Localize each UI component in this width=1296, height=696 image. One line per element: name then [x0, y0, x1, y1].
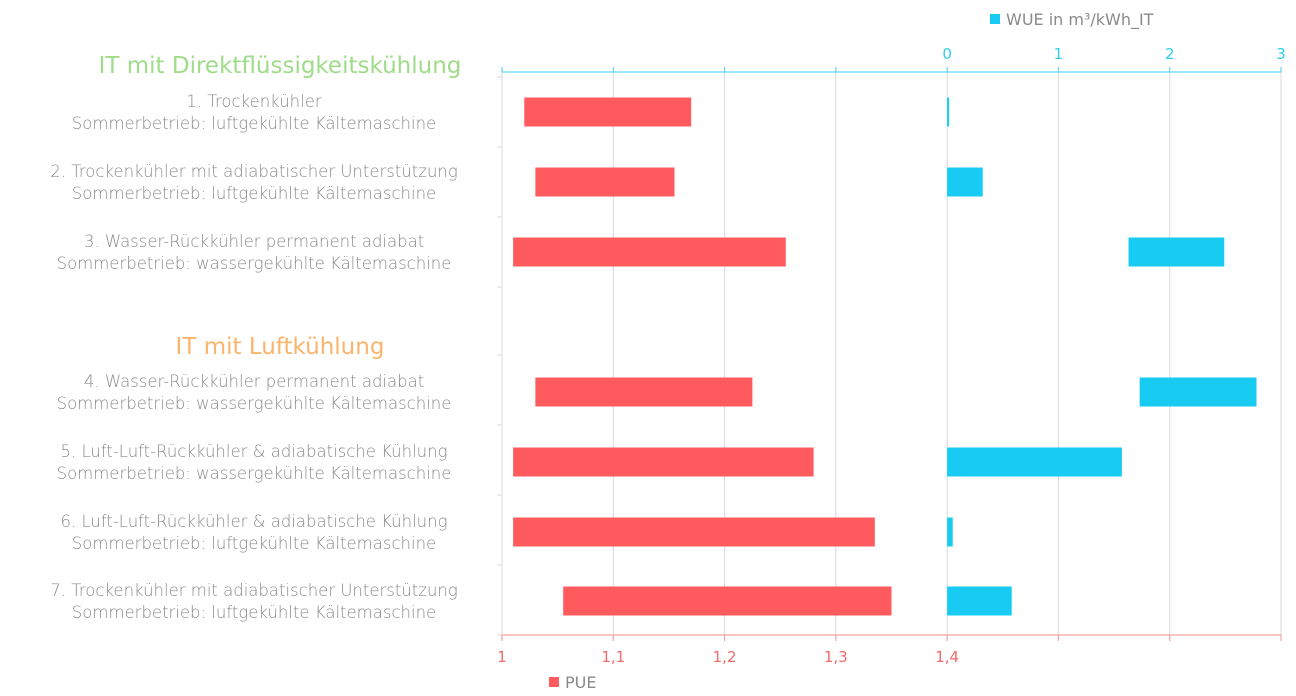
category-labels: IT mit Direktflüssigkeitskühlung IT mit L… [50, 53, 461, 622]
wue-tick-label: 1 [1054, 45, 1064, 63]
category-label: 7. Trockenkühler mit adiabatischer Unter… [50, 581, 458, 622]
pue-tick-label: 1,2 [713, 648, 737, 666]
legend-wue-swatch [990, 14, 1000, 24]
pue-bar [513, 517, 875, 547]
category-label: 2. Trockenkühler mit adiabatischer Unter… [50, 162, 458, 203]
category-label-line1: 4. Wasser-Rückkühler permanent adiabat [84, 372, 424, 391]
legend: WUE in m³/kWh_IT PUE [549, 10, 1154, 692]
gridlines [612, 72, 1282, 635]
group-label: IT mit Luftkühlung [176, 334, 385, 360]
category-label-line1: 5. Luft-Luft-Rückkühler & adiabatische K… [61, 442, 448, 461]
wue-bar [1128, 237, 1225, 267]
wue-bar [947, 586, 1012, 616]
legend-wue-label: WUE in m³/kWh_IT [1006, 10, 1154, 30]
category-label: 1. Trockenkühler Sommerbetrieb: luftgeküh… [72, 92, 436, 133]
wue-bar [947, 447, 1122, 477]
category-label: 5. Luft-Luft-Rückkühler & adiabatische K… [57, 442, 452, 483]
wue-bar [947, 97, 950, 127]
category-label: 6. Luft-Luft-Rückkühler & adiabatische K… [61, 512, 448, 553]
category-label-line2: Sommerbetrieb: wassergekühlte Kältemasch… [57, 464, 452, 483]
category-label-line1: 7. Trockenkühler mit adiabatischer Unter… [50, 581, 458, 600]
wue-bar [947, 517, 953, 547]
category-label-line2: Sommerbetrieb: luftgekühlte Kältemaschin… [72, 534, 436, 553]
wue-tick-label: 2 [1165, 45, 1175, 63]
category-label-line2: Sommerbetrieb: luftgekühlte Kältemaschin… [72, 114, 436, 133]
pue-tick-label: 1,3 [824, 648, 848, 666]
category-label-line1: 6. Luft-Luft-Rückkühler & adiabatische K… [61, 512, 448, 531]
bars [513, 97, 1257, 616]
wue-bar [1139, 377, 1257, 407]
wue-tick-label: 3 [1276, 45, 1286, 63]
wue-bar [947, 167, 983, 197]
category-label: 3. Wasser-Rückkühler permanent adiabat So… [57, 232, 452, 273]
pue-bar [524, 97, 692, 127]
pue-bar [513, 237, 786, 267]
pue-bar [563, 586, 892, 616]
category-label-line2: Sommerbetrieb: wassergekühlte Kältemasch… [57, 394, 452, 413]
category-label-line1: 3. Wasser-Rückkühler permanent adiabat [84, 232, 424, 251]
axes: 1 1,1 1,2 1,3 1,4 0 1 2 3 [497, 45, 1286, 666]
pue-bar [535, 167, 675, 197]
category-label-line2: Sommerbetrieb: luftgekühlte Kältemaschin… [72, 603, 436, 622]
legend-pue-label: PUE [565, 673, 596, 692]
pue-tick-label: 1 [497, 648, 507, 666]
pue-bar [513, 447, 814, 477]
category-label-line1: 2. Trockenkühler mit adiabatischer Unter… [50, 162, 458, 181]
group-label: IT mit Direktflüssigkeitskühlung [99, 53, 462, 79]
category-label-line1: 1. Trockenkühler [186, 92, 322, 111]
pue-bar [535, 377, 753, 407]
category-label-line2: Sommerbetrieb: luftgekühlte Kältemaschin… [72, 184, 436, 203]
pue-tick-label: 1,1 [601, 648, 625, 666]
category-label-line2: Sommerbetrieb: wassergekühlte Kältemasch… [57, 254, 452, 273]
pue-tick-label: 1,4 [935, 648, 959, 666]
legend-pue-swatch [549, 677, 559, 687]
wue-tick-label: 0 [942, 45, 952, 63]
category-label: 4. Wasser-Rückkühler permanent adiabat So… [57, 372, 452, 413]
